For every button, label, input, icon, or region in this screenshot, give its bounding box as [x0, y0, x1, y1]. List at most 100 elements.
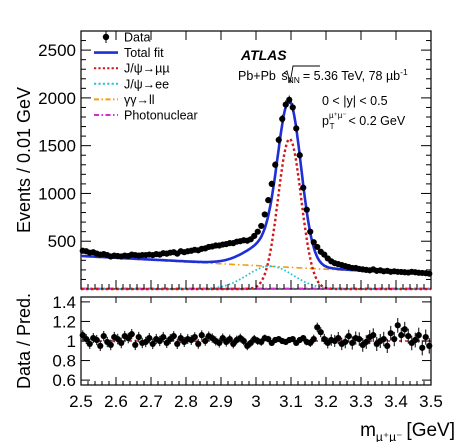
data-point: [268, 180, 275, 187]
ratio-point: [401, 326, 408, 333]
ratio-point: [317, 329, 324, 336]
x-axis-title-sub: µ⁺µ⁻: [376, 430, 403, 442]
y-tick-label-top: 1500: [38, 137, 76, 156]
ratio-points: [79, 318, 433, 356]
jpsi-ee-curve: [81, 265, 431, 290]
ratio-point: [394, 322, 401, 329]
ratio-point: [310, 335, 317, 343]
data-point: [258, 222, 265, 230]
y-ticks-top: 500 1000 1500 2000 2500: [38, 40, 431, 280]
legend-label: J/ψ→µµ: [124, 62, 170, 76]
x-tick-label: 3.3: [349, 392, 373, 411]
data-point: [282, 101, 289, 108]
ratio-point: [345, 333, 352, 340]
data-point: [307, 228, 314, 235]
x-ticks: 2.5 2.6 2.7 2.8 2.9 3 3.1 3.2 3.3 3.4 3.5: [69, 31, 443, 411]
ratio-point: [216, 339, 223, 347]
ratio-point: [370, 332, 377, 339]
ratio-point: [97, 342, 104, 349]
ratio-point: [191, 333, 198, 341]
ratio-point: [174, 340, 181, 348]
ratio-point: [240, 337, 247, 345]
data-point: [300, 184, 307, 191]
data-point: [261, 211, 268, 218]
ratio-point: [128, 331, 135, 338]
legend-label: γγ→ll: [124, 93, 155, 107]
y-tick-label-bottom: 0.8: [52, 352, 76, 371]
data-point: [426, 270, 433, 277]
data-point: [275, 136, 282, 144]
y-tick-label-bottom: 1.2: [52, 312, 76, 331]
data-point: [314, 243, 321, 251]
pt-cut-var: p: [322, 114, 329, 128]
ratio-point: [384, 342, 391, 349]
data-point: [265, 197, 272, 204]
ratio-point: [363, 338, 370, 346]
y-axis-title-top: Events / 0.01 GeV: [14, 87, 34, 233]
sqrt-s-symbol: s: [281, 69, 287, 83]
pt-cut-sup: µ⁺µ⁻: [329, 111, 347, 120]
data-point: [286, 96, 293, 103]
ratio-point: [405, 333, 412, 340]
pt-cut: pµ⁺µ⁻ T < 0.2 GeV: [322, 111, 406, 131]
ratio-point: [342, 338, 349, 346]
ratio-point: [100, 333, 107, 340]
x-tick-label: 3.1: [279, 392, 303, 411]
data-points: [79, 95, 433, 277]
data-point: [310, 239, 317, 246]
ratio-point: [426, 342, 433, 349]
ratio-point: [195, 340, 202, 348]
annotation-block: ATLAS Pb+Pb sNN = 5.36 TeV, 78 µb-1 0 < |…: [238, 47, 408, 131]
pt-cut-sub: T: [330, 122, 335, 131]
ratio-point: [419, 344, 426, 351]
ratio-point: [202, 337, 209, 345]
sqrt-sign: [283, 65, 320, 84]
ratio-point: [86, 340, 93, 348]
ratio-point: [107, 341, 114, 349]
data-point: [279, 115, 286, 123]
ratio-point: [335, 334, 342, 342]
x-tick-label: 2.7: [139, 392, 163, 411]
ratio-point: [146, 334, 153, 342]
y-tick-label-bottom: 0.6: [52, 371, 76, 390]
ratio-point: [314, 324, 321, 331]
rapidity-cut: 0 < |y| < 0.5: [322, 94, 388, 108]
ratio-point: [349, 339, 356, 347]
fit-curves: [80, 99, 432, 291]
y-tick-label-top: 2000: [38, 89, 76, 108]
x-tick-label: 3.5: [419, 392, 443, 411]
data-point: [296, 152, 303, 159]
ratio-point: [149, 340, 156, 348]
data-point: [293, 125, 300, 132]
y-tick-label-bottom: 1: [67, 332, 76, 351]
ratio-point: [170, 333, 177, 340]
collision-system: Pb+Pb: [238, 69, 276, 83]
x-axis-title-unit: [GeV]: [406, 420, 455, 441]
legend-label: Total fit: [124, 46, 164, 60]
x-tick-label: 3.2: [314, 392, 338, 411]
data-point: [254, 228, 261, 235]
x-tick-label: 2.5: [69, 392, 93, 411]
legend-label: J/ψ→ee: [124, 77, 169, 91]
data-point: [251, 232, 258, 240]
data-point: [289, 104, 296, 111]
collision-info: Pb+Pb sNN = 5.36 TeV, 78 µb-1: [238, 67, 408, 85]
legend-label: Data: [124, 31, 150, 45]
ratio-point: [412, 336, 419, 344]
ratio-point: [118, 339, 125, 347]
main-panel: 500 1000 1500 2000 2500: [38, 30, 433, 291]
ratio-point: [356, 335, 363, 343]
ratio-point: [198, 332, 205, 339]
ratio-point: [380, 335, 387, 343]
y-axis-title-bottom: Data / Pred.: [14, 293, 34, 389]
data-point: [272, 161, 279, 168]
ratio-point: [422, 333, 429, 341]
y-tick-label-top: 2500: [38, 41, 76, 60]
ratio-point: [135, 333, 142, 341]
y-tick-label-bottom: 1.4: [52, 293, 76, 312]
y-tick-label-top: 1000: [38, 184, 76, 203]
ratio-point: [387, 330, 394, 337]
ratio-point: [93, 336, 100, 344]
